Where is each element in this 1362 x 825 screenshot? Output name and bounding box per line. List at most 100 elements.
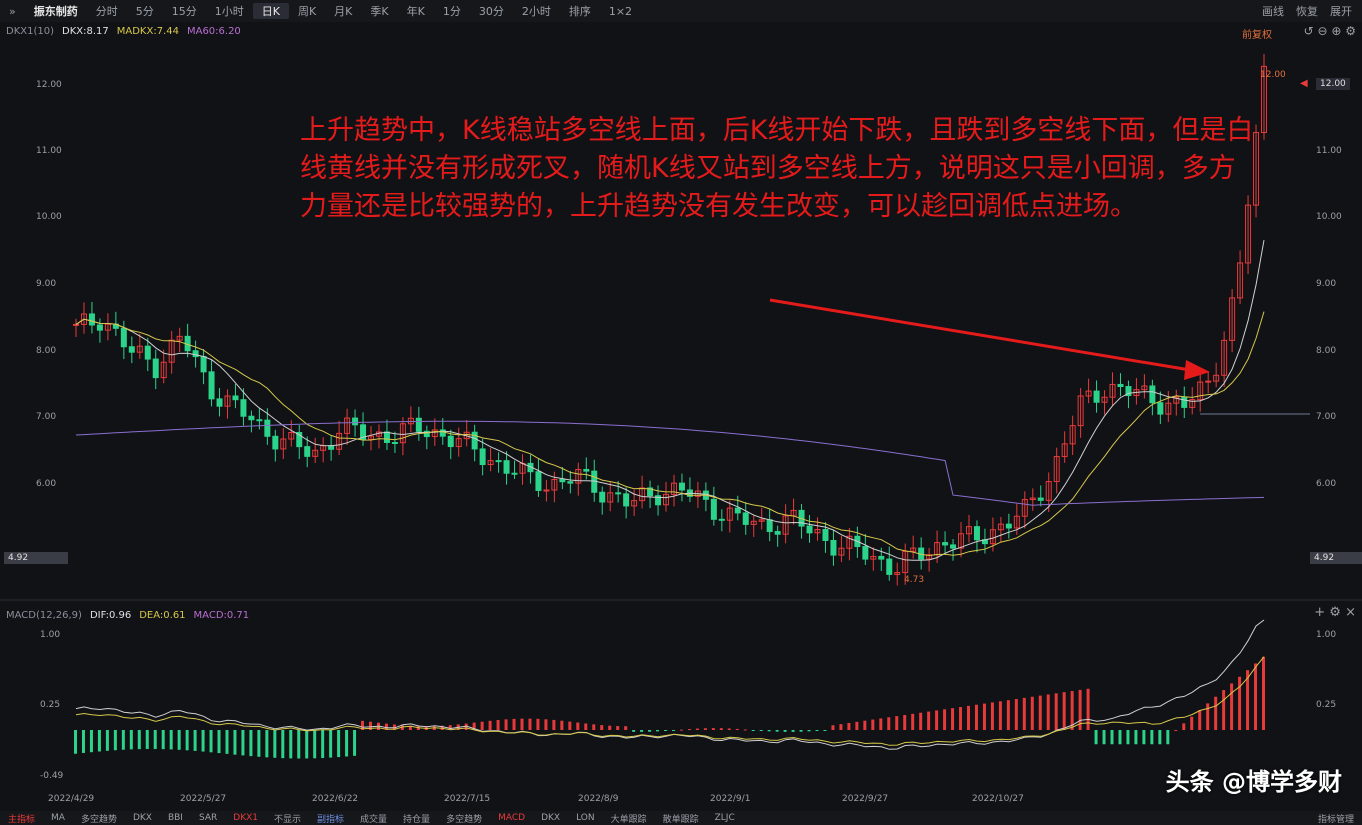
draw-line-button[interactable]: 画线 xyxy=(1262,5,1284,18)
indicator-dkx1[interactable]: DKX1(10) xyxy=(6,26,54,37)
macd-bar xyxy=(1206,703,1210,730)
tab-daily[interactable]: 日K xyxy=(252,3,289,19)
macd-bar xyxy=(959,707,963,730)
tab-1min[interactable]: 1分 xyxy=(442,5,461,18)
macd-bar xyxy=(640,730,644,732)
macd-legend: MACD(12,26,9) DIF:0.96 DEA:0.61 MACD:0.7… xyxy=(6,610,249,621)
macd-bar xyxy=(281,730,285,759)
candle-body xyxy=(806,525,813,534)
tab-ma[interactable]: MA xyxy=(51,813,65,823)
macd-bar xyxy=(1022,697,1026,730)
legend-dif: DIF:0.96 xyxy=(89,610,132,621)
tab-dkx[interactable]: DKX xyxy=(132,813,152,823)
tab-quarterly[interactable]: 季K xyxy=(370,5,389,18)
tab-sub-indicator[interactable]: 副指标 xyxy=(317,814,345,825)
fuquan-select[interactable]: 前复权 xyxy=(1242,30,1272,41)
macd-bar xyxy=(998,701,1002,730)
candle-body xyxy=(1261,65,1267,134)
high-price-label: 12.00 xyxy=(1260,70,1286,80)
settings-icon[interactable]: ⚙ xyxy=(1345,24,1356,38)
macd-bar xyxy=(1238,676,1242,730)
undo-icon[interactable]: ↺ xyxy=(1303,24,1314,38)
tab-30min[interactable]: 30分 xyxy=(478,5,504,18)
candle-body xyxy=(360,424,367,440)
macd-bar xyxy=(265,730,269,758)
candle-body xyxy=(1093,390,1100,403)
candle-body xyxy=(1117,383,1124,388)
tab-lon[interactable]: LON xyxy=(576,813,595,823)
settings-icon[interactable]: ⚙ xyxy=(1329,605,1341,620)
tab-hide[interactable]: 不显示 xyxy=(274,814,302,825)
tab-main-indicator[interactable]: 主指标 xyxy=(8,814,36,825)
macd-bar xyxy=(831,725,835,730)
macd-bar xyxy=(1182,723,1186,730)
indicator-macd[interactable]: MACD(12,26,9) xyxy=(6,610,82,621)
close-icon[interactable]: × xyxy=(1345,605,1356,620)
candle-body xyxy=(647,487,654,497)
candle-body xyxy=(1141,385,1148,391)
restore-button[interactable]: 恢复 xyxy=(1296,5,1318,18)
candle-body xyxy=(758,519,765,522)
stock-name[interactable]: 振东制药 xyxy=(33,5,78,18)
macd-bar xyxy=(1062,692,1066,730)
layout-select[interactable]: 1×2 xyxy=(608,4,633,18)
indicator-manage-button[interactable]: 指标管理 xyxy=(1317,814,1354,825)
macd-bar xyxy=(823,730,827,731)
tab-big-order[interactable]: 大单跟踪 xyxy=(610,814,647,825)
tab-5min[interactable]: 5分 xyxy=(135,5,154,18)
tab-15min[interactable]: 15分 xyxy=(171,5,197,18)
expand-icon[interactable]: » xyxy=(9,4,16,18)
tab-monthly[interactable]: 月K xyxy=(334,5,353,18)
macd-bar xyxy=(225,730,229,754)
macd-bar xyxy=(1150,730,1154,745)
zoom-in-icon[interactable]: ⊕ xyxy=(1331,24,1342,38)
price-tick-left: 8.00 xyxy=(36,346,57,356)
tab-fenshi[interactable]: 分时 xyxy=(95,5,118,18)
macd-bar xyxy=(1158,730,1162,745)
tab-duokong[interactable]: 多空趋势 xyxy=(80,814,117,825)
tab-duokong-2[interactable]: 多空趋势 xyxy=(446,814,483,825)
candle-body xyxy=(958,533,965,549)
candle-body xyxy=(1245,204,1252,264)
add-icon[interactable]: + xyxy=(1314,605,1326,620)
macd-bar xyxy=(671,730,675,731)
macd-bar xyxy=(775,730,779,732)
macd-bar xyxy=(600,725,604,730)
dkx-line xyxy=(75,240,1265,561)
macd-tools: + ⚙ × xyxy=(1314,605,1356,620)
tab-bbi[interactable]: BBI xyxy=(167,813,183,823)
tab-2hour[interactable]: 2小时 xyxy=(521,5,551,18)
macd-bar xyxy=(353,730,357,756)
tab-zljc[interactable]: ZLJC xyxy=(714,813,735,823)
tab-weekly[interactable]: 周K xyxy=(297,5,317,18)
candle-body xyxy=(1069,425,1076,445)
macd-tick-right: 1.00 xyxy=(1316,630,1337,640)
legend-dea: DEA:0.61 xyxy=(139,610,186,621)
candle-body xyxy=(822,528,829,541)
macd-bar xyxy=(273,730,277,758)
tab-small-order[interactable]: 散单跟踪 xyxy=(662,814,699,825)
macd-bar xyxy=(1038,695,1042,730)
tab-volume[interactable]: 成交量 xyxy=(360,814,388,825)
macd-bar xyxy=(217,730,221,754)
expand-button[interactable]: 展开 xyxy=(1330,5,1352,18)
candle-body xyxy=(256,419,263,422)
candle-body xyxy=(607,492,614,503)
macd-bar xyxy=(1126,730,1130,745)
zoom-out-icon[interactable]: ⊖ xyxy=(1317,24,1328,38)
macd-bar xyxy=(783,730,787,732)
tab-dkx-2[interactable]: DKX xyxy=(541,813,561,823)
tab-1hour[interactable]: 1小时 xyxy=(214,5,244,18)
candle-body xyxy=(120,327,127,348)
candle-body xyxy=(224,395,231,407)
sort-button[interactable]: 排序 xyxy=(568,5,591,18)
tab-sar[interactable]: SAR xyxy=(198,813,218,823)
macd-bar xyxy=(855,721,859,730)
candle-body xyxy=(288,431,295,440)
tab-dkx1[interactable]: DKX1 xyxy=(233,813,258,823)
tab-macd[interactable]: MACD xyxy=(498,813,526,823)
tab-yearly[interactable]: 年K xyxy=(406,5,425,18)
tab-open-interest[interactable]: 持仓量 xyxy=(403,814,431,825)
candle-body xyxy=(280,438,287,450)
